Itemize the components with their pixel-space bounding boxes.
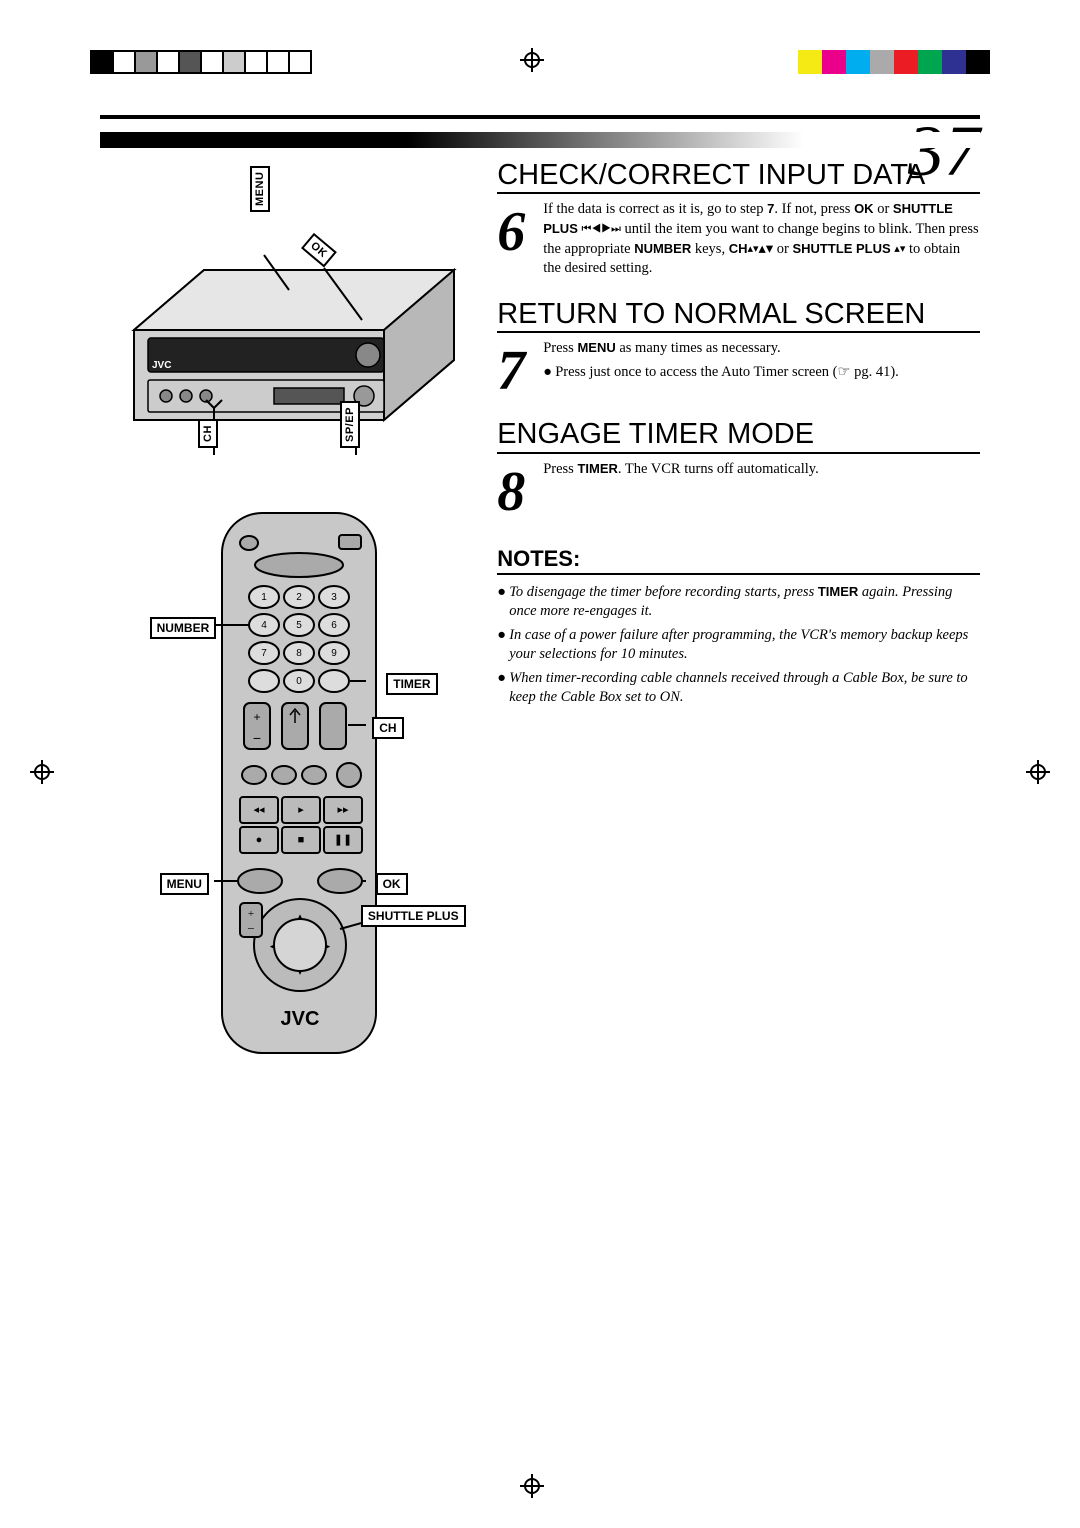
remote-label-ch: CH — [372, 717, 403, 739]
svg-text:▴: ▴ — [297, 911, 302, 921]
vcr-label-spep: SP/EP — [340, 401, 360, 448]
notes-heading: NOTES: — [497, 546, 980, 575]
note-item: ● In case of a power failure after progr… — [497, 626, 980, 665]
vcr-label-ch: CH — [198, 419, 218, 448]
remote-label-timer: TIMER — [386, 673, 437, 695]
vcr-label-menu: MENU — [250, 166, 270, 212]
greyscale-swatches — [90, 50, 310, 74]
gradient-bar — [100, 132, 980, 148]
step-7-title: RETURN TO NORMAL SCREEN — [497, 299, 980, 333]
step-6-number: 6 — [497, 204, 543, 278]
step-8-number: 8 — [497, 464, 543, 520]
svg-text:▾: ▾ — [297, 967, 302, 977]
svg-text:+: + — [247, 908, 253, 920]
step-6-title: CHECK/CORRECT INPUT DATA — [497, 160, 980, 194]
step-8-title: ENGAGE TIMER MODE — [497, 419, 980, 453]
crosshair-bottom — [520, 1474, 544, 1498]
vcr-svg: JVC — [124, 210, 464, 470]
svg-text:9: 9 — [331, 648, 337, 659]
remote-label-menu: MENU — [160, 873, 209, 895]
step-6: CHECK/CORRECT INPUT DATA 6 If the data i… — [497, 160, 980, 279]
right-column: CHECK/CORRECT INPUT DATA 6 If the data i… — [487, 160, 980, 1428]
note-item: ● To disengage the timer before recordin… — [497, 583, 980, 622]
content-area: JVC MENU OK CH SP/EP — [100, 160, 980, 1428]
svg-text:+: + — [253, 710, 260, 724]
left-column: JVC MENU OK CH SP/EP — [100, 160, 487, 1428]
vcr-illustration: JVC MENU OK CH SP/EP — [124, 210, 464, 475]
svg-text:7: 7 — [261, 648, 267, 659]
svg-text:4: 4 — [261, 620, 267, 631]
svg-text:◂◂: ◂◂ — [253, 804, 265, 816]
step-7-number: 7 — [497, 343, 543, 399]
header-rule — [100, 115, 980, 119]
crosshair-left — [30, 760, 54, 784]
svg-text:JVC: JVC — [280, 1008, 319, 1030]
svg-text:3: 3 — [331, 592, 337, 603]
svg-text:◂: ◂ — [269, 941, 274, 951]
remote-label-number: NUMBER — [150, 617, 217, 639]
svg-text:JVC: JVC — [152, 360, 171, 371]
svg-text:■: ■ — [297, 834, 304, 846]
svg-text:1: 1 — [261, 592, 267, 603]
notes-list: ● To disengage the timer before recordin… — [497, 583, 980, 708]
svg-text:●: ● — [255, 834, 262, 846]
svg-text:❚❚: ❚❚ — [333, 834, 351, 846]
svg-text:6: 6 — [331, 620, 337, 631]
svg-text:2: 2 — [296, 592, 302, 603]
svg-text:5: 5 — [296, 620, 302, 631]
remote-illustration: 1 2 3 4 5 6 7 8 9 0 + − — [154, 505, 434, 1070]
svg-text:−: − — [247, 921, 254, 936]
color-swatches — [798, 50, 990, 74]
step-6-text: If the data is correct as it is, go to s… — [543, 200, 980, 278]
svg-text:−: − — [253, 730, 261, 746]
step-8: ENGAGE TIMER MODE 8 Press TIMER. The VCR… — [497, 419, 980, 519]
note-item: ● When timer-recording cable channels re… — [497, 669, 980, 708]
crosshair-top — [520, 48, 544, 72]
svg-text:▸: ▸ — [325, 941, 330, 951]
svg-text:▸: ▸ — [298, 804, 304, 816]
svg-text:▸▸: ▸▸ — [337, 804, 349, 816]
step-7: RETURN TO NORMAL SCREEN 7 Press MENU as … — [497, 299, 980, 399]
remote-label-shuttleplus: SHUTTLE PLUS — [361, 905, 466, 927]
svg-text:8: 8 — [296, 648, 302, 659]
print-registration-row — [0, 40, 1080, 90]
step-7-text: Press MENU as many times as necessary. ●… — [543, 339, 899, 399]
svg-text:0: 0 — [296, 676, 302, 687]
crosshair-right — [1026, 760, 1050, 784]
remote-svg: 1 2 3 4 5 6 7 8 9 0 + − — [154, 505, 434, 1065]
step-8-text: Press TIMER. The VCR turns off automatic… — [543, 460, 819, 520]
remote-label-ok: OK — [376, 873, 408, 895]
